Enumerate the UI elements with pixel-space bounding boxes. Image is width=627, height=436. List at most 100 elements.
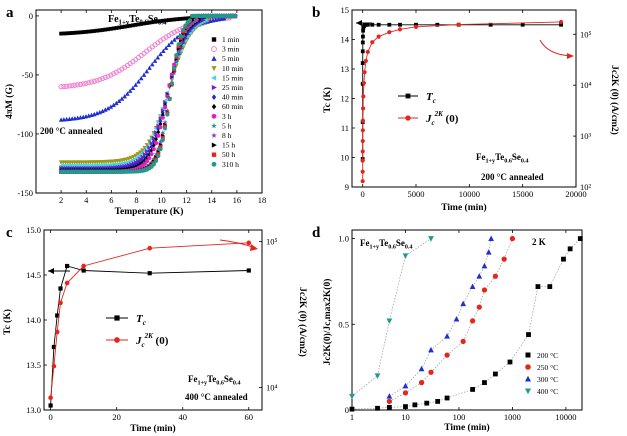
panel-c-point: [54, 329, 60, 335]
panel-a-legend-label: 3 min: [222, 45, 240, 54]
panel-a-point: [197, 17, 201, 23]
panel-d-point: [460, 300, 467, 307]
panel-a-legend-marker: [211, 55, 217, 61]
panel-c: 0 20 40 60 13.0 13.5 14.0 14.5 15.0 10⁴ 10⁵ c Time (…: [2, 225, 308, 434]
panel-d-xtick-label: 10: [401, 412, 410, 422]
panel-d-point: [476, 304, 482, 310]
panel-a-point: [95, 28, 99, 33]
panel-a-point: [147, 155, 152, 161]
panel-a-legend-marker: [211, 37, 217, 42]
panel-b-point: [360, 40, 365, 45]
panel-a-point: [102, 74, 108, 81]
panel-d-ylabel: Jc2K(0)/Jc,max2K(0): [322, 279, 333, 366]
panel-c-point: [246, 268, 251, 273]
panel-c-point: [81, 268, 86, 273]
panel-a-point: [182, 29, 188, 34]
panel-b-xtick-label: 15000: [512, 189, 533, 199]
panel-a-point: [176, 49, 182, 55]
panel-c-point: [51, 363, 57, 369]
panel-a-point: [151, 157, 157, 163]
panel-b-ytick-right-label: 10⁵: [580, 29, 592, 39]
panel-a-point: [176, 44, 181, 49]
panel-a-point: [156, 129, 161, 135]
panel-b-xtick-label: 10000: [459, 189, 480, 199]
panel-c-xtick-label: 60: [245, 412, 254, 422]
panel-a-point: [149, 140, 154, 146]
panel-c-legend-marker: [114, 337, 120, 343]
panel-a-point: [111, 26, 116, 31]
panel-c-ylabel-right: Jc2K (0) (A/cm2): [297, 287, 308, 357]
panel-a-ytick-label: 0: [29, 11, 33, 21]
panel-b-point: [488, 22, 493, 27]
panel-a-xtick-label: 12: [182, 195, 191, 205]
panel-b-point: [365, 22, 370, 27]
panel-a-point: [64, 83, 70, 89]
panel-a-point: [194, 17, 199, 22]
panel-a-point: [165, 112, 170, 117]
panel-d-point: [507, 359, 513, 365]
panel-d-point: [481, 262, 488, 269]
panel-b-point: [360, 158, 365, 163]
panel-c-ytick-label: 15.0: [26, 225, 41, 235]
panel-d-point: [476, 273, 483, 279]
panel-a-point: [142, 155, 147, 160]
panel-c-ytick-label: 13.0: [26, 405, 41, 415]
panel-d-point: [386, 318, 393, 324]
panel-c-label: c: [6, 225, 13, 241]
panel-b-legend-marker: [405, 93, 411, 99]
panel-d-xtick-label: 10000: [555, 412, 576, 422]
panel-a-point: [166, 42, 172, 48]
panel-d-point: [469, 318, 476, 324]
panel-b-point: [456, 22, 461, 27]
panel-a-point: [153, 19, 157, 24]
panel-b-point: [362, 70, 367, 75]
panel-a-point: [66, 83, 72, 89]
panel-c-point: [55, 313, 60, 318]
panel-d-xtick-label: 1000: [504, 412, 521, 422]
panel-a-point: [72, 82, 78, 88]
panel-b-point: [413, 24, 419, 29]
panel-a-point: [122, 24, 127, 29]
panel-b-point: [360, 128, 365, 133]
panel-b-ytick-label: 15: [341, 5, 350, 15]
panel-a-series-12: [59, 14, 238, 174]
panel-a-point: [189, 16, 193, 20]
panel-b-point: [363, 58, 368, 63]
panel-a-point: [182, 27, 188, 33]
panel-a-point: [174, 28, 180, 34]
panel-d-point: [386, 393, 393, 399]
panel-d-point: [547, 284, 553, 289]
panel-c-ytick-right-label: 10⁵: [266, 237, 278, 247]
panel-a-point: [103, 27, 108, 32]
panel-c-legend-label: Tc: [136, 313, 146, 327]
panel-a-point: [103, 107, 108, 112]
panel-a-point: [80, 81, 86, 87]
panel-d-point: [535, 284, 541, 289]
panel-a-point: [69, 83, 75, 89]
panel-a-xlabel: Temperature (K): [115, 206, 184, 217]
panel-d-point: [402, 253, 409, 259]
panel-a-point: [172, 17, 177, 22]
panel-b-ytick-label: 10: [341, 153, 350, 163]
panel-a-point: [161, 18, 166, 23]
panel-a-point: [119, 25, 124, 30]
panel-d-point: [492, 371, 498, 377]
panel-d-line-2: [389, 238, 492, 397]
panel-c-point: [81, 263, 86, 269]
panel-b-xtick-label: 0: [361, 189, 365, 199]
panel-a-point: [155, 19, 160, 24]
panel-a-point: [160, 115, 165, 120]
panel-d-point: [444, 352, 450, 358]
panel-a-point: [138, 156, 143, 162]
panel-b-ytick-right-label: 10³: [580, 131, 592, 141]
panel-b-legend: Tc Jc2K (0): [398, 91, 459, 127]
panel-a-legend-label: 25 min: [222, 83, 243, 92]
panel-a-frame: [35, 9, 263, 194]
panel-a-point: [75, 30, 80, 35]
panel-a-label: a: [6, 5, 14, 21]
panel-a-point: [133, 82, 138, 87]
panel-b-point: [398, 22, 402, 27]
panel-b-point: [361, 94, 366, 99]
panel-a-annotation: 200 °C annealed: [40, 126, 103, 136]
panel-b-point: [414, 22, 418, 27]
